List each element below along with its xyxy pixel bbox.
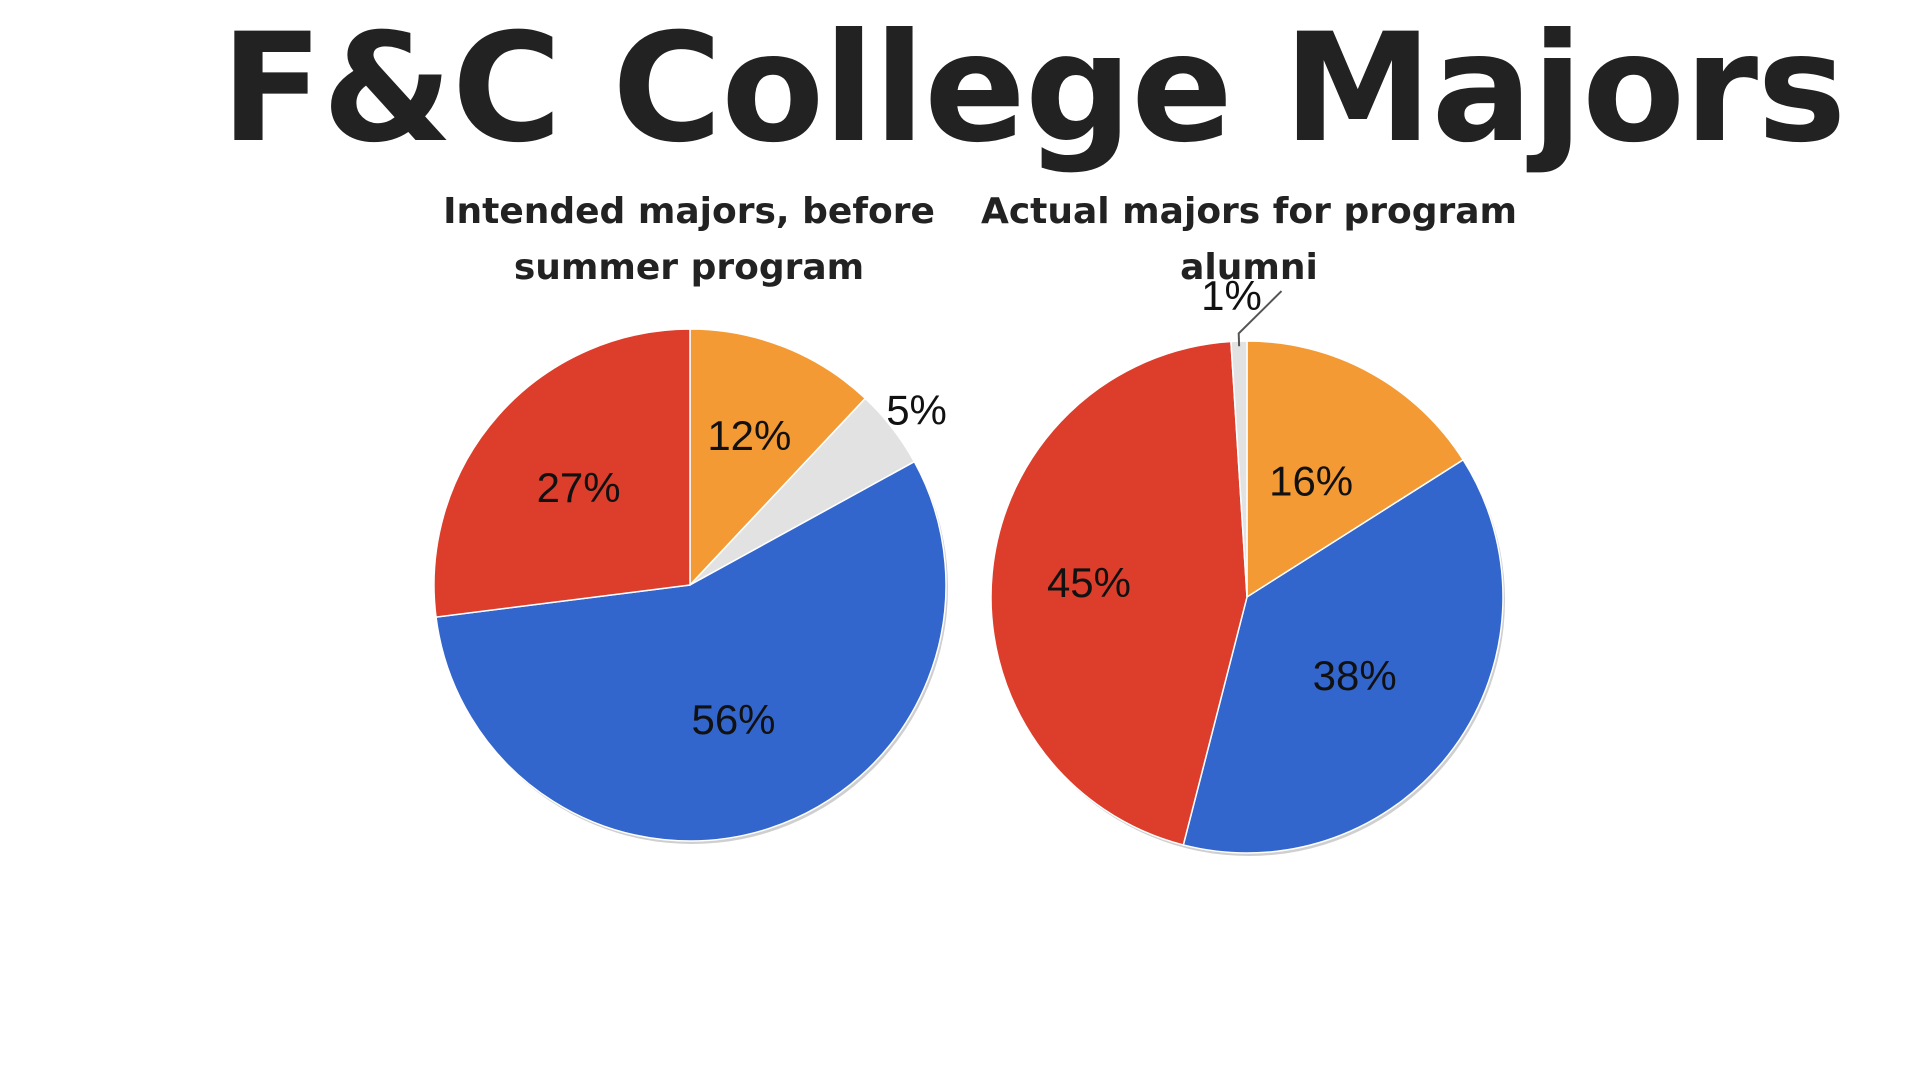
- pie-slice: [1182, 458, 1504, 854]
- page-title: F&C College Majors: [220, 2, 1847, 176]
- pie-slice: [435, 460, 947, 842]
- slice-label: 56%: [691, 696, 775, 743]
- slice-label: 45%: [1047, 559, 1131, 606]
- chart-title-intended: Intended majors, before summer program: [443, 191, 935, 288]
- slice-label: 38%: [1313, 652, 1397, 699]
- slice-label: 5%: [886, 386, 947, 433]
- pie-chart-actual: 16% 38% 45% 1%: [990, 272, 1505, 856]
- pie-slice: [433, 328, 691, 618]
- slice-label: 12%: [707, 412, 791, 459]
- pie-chart-intended: 12% 5% 56% 27%: [433, 328, 948, 844]
- slice-label: 27%: [537, 464, 621, 511]
- pie-slice: [689, 328, 867, 587]
- pie-slice: [1246, 340, 1465, 599]
- chart-title-actual: Actual majors for program alumni: [980, 191, 1518, 288]
- pie-slice: [990, 340, 1248, 846]
- slice-label: 1%: [1201, 272, 1262, 319]
- slice-label: 16%: [1269, 457, 1353, 504]
- leader-line: [1237, 290, 1283, 347]
